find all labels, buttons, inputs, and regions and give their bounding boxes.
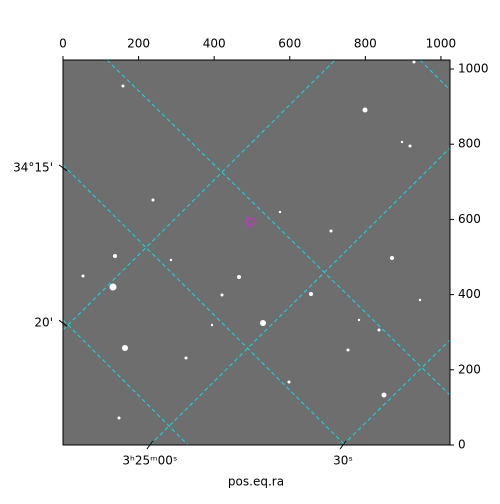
ra-tick-label: 30ˢ bbox=[333, 454, 353, 468]
ra-tick bbox=[339, 440, 347, 450]
y-tick-label: 600 bbox=[458, 212, 481, 226]
x-tick-label: 400 bbox=[203, 37, 226, 51]
ra-tick bbox=[146, 440, 154, 450]
x-tick-label: 800 bbox=[354, 37, 377, 51]
x-axis-label: pos.eq.ra bbox=[228, 475, 284, 489]
x-tick-label: 200 bbox=[127, 37, 150, 51]
marker bbox=[245, 217, 255, 227]
dec-tick-label: 20' bbox=[34, 316, 53, 330]
x-tick-label: 1000 bbox=[426, 37, 457, 51]
x-tick-label: 600 bbox=[278, 37, 301, 51]
y-tick-label: 200 bbox=[458, 362, 481, 376]
dec-tick-label: 34°15' bbox=[13, 160, 53, 174]
y-tick-label: 800 bbox=[458, 137, 481, 151]
y-tick-label: 1000 bbox=[458, 62, 489, 76]
frame bbox=[62, 59, 451, 446]
dec-tick bbox=[58, 319, 68, 327]
image bbox=[63, 60, 450, 445]
x-tick-label: 0 bbox=[59, 37, 67, 51]
dec-tick bbox=[58, 164, 68, 172]
y-tick-label: 0 bbox=[458, 438, 466, 452]
y-tick-label: 400 bbox=[458, 287, 481, 301]
ra-tick-label: 3ʰ25ᵐ00ˢ bbox=[122, 454, 177, 468]
stars bbox=[81, 60, 422, 420]
coordinate-grid bbox=[63, 60, 450, 445]
